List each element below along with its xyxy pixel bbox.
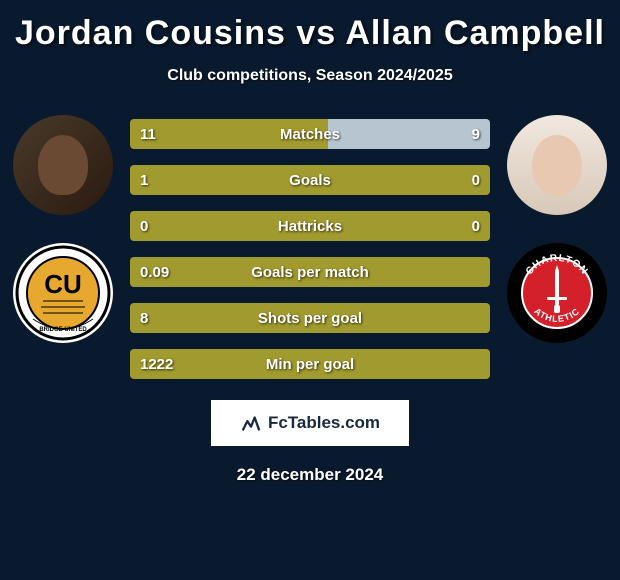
club-right-badge: CHARLTON ATHLETIC xyxy=(507,243,607,343)
player-right-avatar xyxy=(507,115,607,215)
avatar-placeholder-icon xyxy=(532,135,582,195)
stat-label: Shots per goal xyxy=(130,303,490,333)
stat-bars: 11Matches91Goals00Hattricks00.09Goals pe… xyxy=(118,119,502,379)
right-side: CHARLTON ATHLETIC xyxy=(502,115,612,343)
page-title: Jordan Cousins vs Allan Campbell xyxy=(0,14,620,53)
stat-value-right: 0 xyxy=(472,165,480,195)
brand-badge[interactable]: FcTables.com xyxy=(210,399,410,447)
stat-row: 1Goals0 xyxy=(130,165,490,195)
club-left-svg: CU BRIDGE UNITED xyxy=(13,243,113,343)
stat-label: Min per goal xyxy=(130,349,490,379)
brand-text: FcTables.com xyxy=(268,413,380,433)
brand-logo-icon xyxy=(240,412,262,434)
stat-value-right: 9 xyxy=(472,119,480,149)
comparison-card: Jordan Cousins vs Allan Campbell Club co… xyxy=(0,0,620,495)
stat-label: Goals per match xyxy=(130,257,490,287)
club-left-badge: CU BRIDGE UNITED xyxy=(13,243,113,343)
avatar-placeholder-icon xyxy=(38,135,88,195)
stat-row: 8Shots per goal xyxy=(130,303,490,333)
left-side: CU BRIDGE UNITED xyxy=(8,115,118,343)
main-row: CU BRIDGE UNITED 11Matches91Goals00Hattr… xyxy=(0,115,620,379)
stat-row: 1222Min per goal xyxy=(130,349,490,379)
stat-label: Matches xyxy=(130,119,490,149)
stat-label: Goals xyxy=(130,165,490,195)
stat-row: 0Hattricks0 xyxy=(130,211,490,241)
stat-row: 11Matches9 xyxy=(130,119,490,149)
svg-text:BRIDGE UNITED: BRIDGE UNITED xyxy=(39,327,87,333)
date-text: 22 december 2024 xyxy=(0,465,620,485)
svg-text:CU: CU xyxy=(44,269,82,299)
stat-label: Hattricks xyxy=(130,211,490,241)
player-left-avatar xyxy=(13,115,113,215)
subtitle: Club competitions, Season 2024/2025 xyxy=(0,67,620,85)
club-right-svg: CHARLTON ATHLETIC xyxy=(507,243,607,343)
stat-value-right: 0 xyxy=(472,211,480,241)
stat-row: 0.09Goals per match xyxy=(130,257,490,287)
